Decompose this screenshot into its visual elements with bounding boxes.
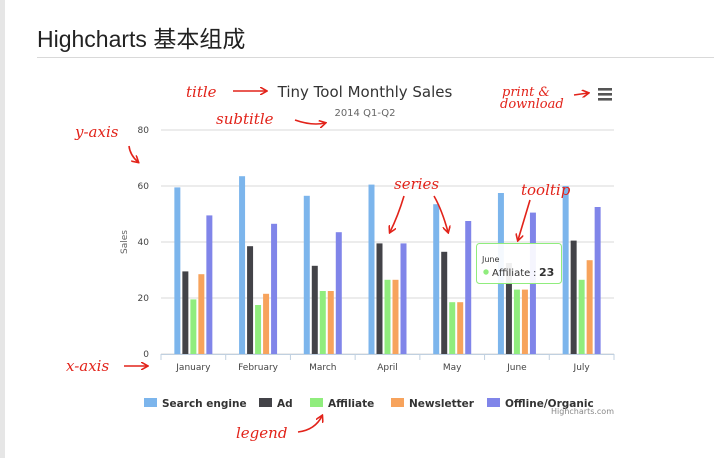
annotation-legend-label: legend bbox=[236, 424, 287, 442]
tooltip-series: Affiliate bbox=[492, 268, 530, 279]
bar[interactable] bbox=[578, 279, 585, 354]
bar[interactable] bbox=[449, 302, 456, 354]
legend-item[interactable]: Search engine bbox=[144, 398, 247, 410]
bar[interactable] bbox=[319, 291, 326, 354]
bar[interactable] bbox=[392, 279, 399, 354]
bar[interactable] bbox=[400, 243, 407, 354]
bar[interactable] bbox=[384, 279, 391, 354]
hamburger-menu-icon[interactable] bbox=[596, 86, 614, 104]
tooltip: June Affiliate : 23 bbox=[476, 243, 562, 284]
annotation-title-label: title bbox=[186, 83, 217, 101]
legend-item[interactable]: Affiliate bbox=[310, 398, 374, 410]
x-tick-label: January bbox=[175, 363, 211, 373]
annotation-x-axis: x-axis bbox=[66, 357, 147, 375]
annotation-title: title bbox=[186, 83, 266, 101]
annotation-subtitle-label: subtitle bbox=[216, 110, 274, 128]
bar[interactable] bbox=[327, 291, 334, 354]
left-sidebar-edge bbox=[0, 0, 5, 458]
bar[interactable] bbox=[457, 302, 464, 354]
bar[interactable] bbox=[271, 223, 278, 354]
y-tick-label: 60 bbox=[138, 182, 150, 192]
x-tick-label: June bbox=[506, 363, 527, 373]
bar[interactable] bbox=[376, 243, 383, 354]
bar[interactable] bbox=[239, 176, 246, 354]
tooltip-colon: : bbox=[533, 268, 536, 279]
bar[interactable] bbox=[247, 246, 254, 354]
tooltip-marker bbox=[483, 269, 489, 275]
annotation-y-axis: y-axis bbox=[74, 123, 138, 162]
legend: Search engine Ad Affiliate Newsletter Offlin… bbox=[144, 398, 594, 410]
bar[interactable] bbox=[255, 305, 262, 354]
bar[interactable] bbox=[521, 289, 528, 354]
legend-swatch bbox=[259, 398, 272, 407]
legend-label: Newsletter bbox=[409, 398, 475, 410]
annotation-y-axis-label: y-axis bbox=[74, 123, 119, 141]
bar[interactable] bbox=[505, 263, 512, 354]
chart-title: Tiny Tool Monthly Sales bbox=[277, 83, 453, 101]
bar[interactable] bbox=[594, 207, 601, 354]
credits-link[interactable]: Highcharts.com bbox=[551, 407, 614, 416]
bar[interactable] bbox=[513, 289, 520, 354]
page-heading: Highcharts 基本组成 bbox=[37, 26, 246, 52]
legend-swatch bbox=[310, 398, 323, 407]
bar[interactable] bbox=[182, 271, 189, 354]
annotation-tooltip: tooltip bbox=[518, 181, 571, 240]
y-tick-label: 0 bbox=[143, 350, 149, 360]
y-tick-label: 80 bbox=[138, 126, 150, 136]
annotation-series-label: series bbox=[394, 175, 439, 193]
bar[interactable] bbox=[263, 293, 270, 354]
legend-label: Offline/Organic bbox=[505, 398, 594, 410]
bar[interactable] bbox=[198, 274, 205, 354]
heading-divider bbox=[37, 57, 714, 58]
legend-item[interactable]: Offline/Organic bbox=[487, 398, 594, 410]
bar[interactable] bbox=[433, 204, 440, 354]
annotation-x-axis-label: x-axis bbox=[66, 357, 109, 375]
x-axis: January February March April May June July bbox=[160, 354, 615, 373]
x-tick-label: May bbox=[443, 363, 462, 373]
tooltip-header: June bbox=[481, 255, 500, 264]
bar[interactable] bbox=[586, 260, 593, 354]
x-tick-label: July bbox=[573, 363, 591, 373]
legend-label: Affiliate bbox=[328, 398, 374, 410]
bar[interactable] bbox=[190, 299, 197, 354]
y-tick-label: 20 bbox=[138, 294, 150, 304]
legend-item[interactable]: Newsletter bbox=[391, 398, 475, 410]
bar[interactable] bbox=[465, 221, 472, 354]
x-tick-label: April bbox=[377, 363, 398, 373]
tooltip-value: 23 bbox=[539, 266, 554, 279]
bar[interactable] bbox=[174, 187, 181, 354]
annotation-download-label: download bbox=[500, 97, 564, 112]
bar[interactable] bbox=[206, 215, 213, 354]
bar[interactable] bbox=[570, 240, 577, 354]
legend-item[interactable]: Ad bbox=[259, 398, 293, 410]
annotation-legend: legend bbox=[236, 416, 322, 442]
bar[interactable] bbox=[335, 232, 342, 354]
legend-label: Ad bbox=[277, 398, 293, 410]
legend-swatch bbox=[144, 398, 157, 407]
annotation-series: series bbox=[390, 175, 448, 232]
x-tick-label: February bbox=[238, 363, 279, 373]
annotation-subtitle: subtitle bbox=[216, 110, 325, 128]
y-tick-label: 40 bbox=[138, 238, 150, 248]
y-axis-title: Sales bbox=[120, 230, 130, 254]
annotation-print-label: print & bbox=[502, 85, 550, 100]
annotation-tooltip-label: tooltip bbox=[521, 181, 571, 199]
legend-swatch bbox=[391, 398, 404, 407]
annotation-print-download: print & download bbox=[500, 85, 588, 112]
x-tick-label: March bbox=[309, 363, 336, 373]
legend-label: Search engine bbox=[162, 398, 247, 410]
legend-swatch bbox=[487, 398, 500, 407]
bar[interactable] bbox=[368, 184, 375, 354]
bar[interactable] bbox=[303, 195, 310, 354]
bar[interactable] bbox=[562, 186, 569, 354]
y-axis-ticks: 0 20 40 60 80 bbox=[138, 126, 150, 360]
bar[interactable] bbox=[441, 251, 448, 354]
bar[interactable] bbox=[311, 265, 318, 354]
chart-subtitle: 2014 Q1-Q2 bbox=[334, 108, 395, 119]
